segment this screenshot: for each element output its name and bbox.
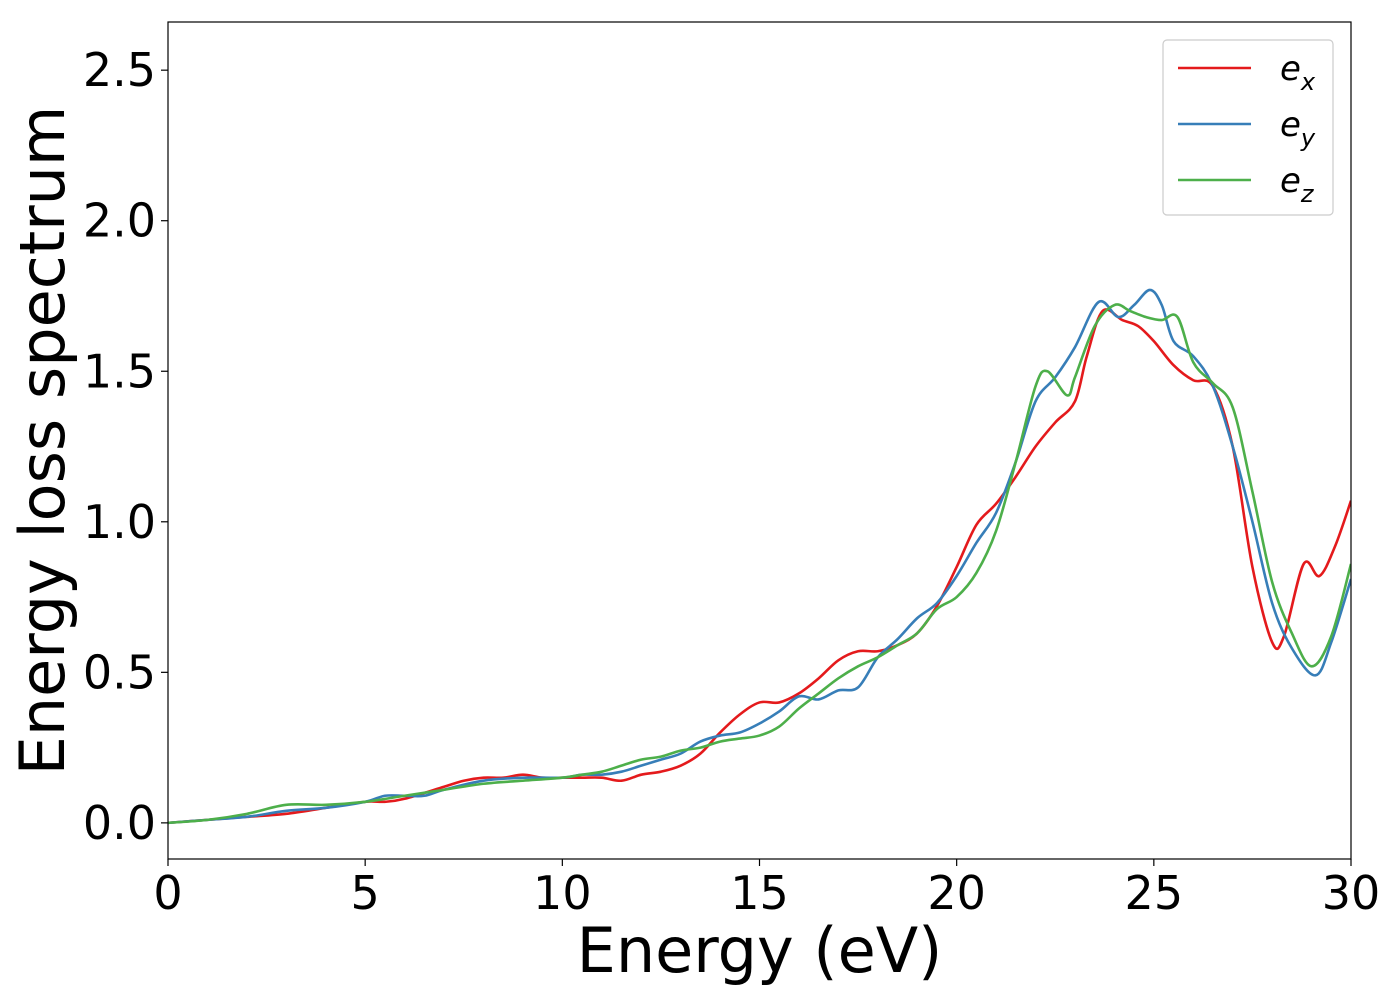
y-axis-ticks: 0.0 0.5 1.0 1.5 2.0 2.5 bbox=[83, 43, 168, 850]
y-tick-label: 2.5 bbox=[83, 43, 156, 97]
y-tick-label: 0.0 bbox=[83, 796, 156, 850]
legend: ex ey ez bbox=[1162, 39, 1334, 216]
series-line-e-y bbox=[168, 288, 1351, 825]
x-tick-label: 5 bbox=[351, 866, 380, 920]
y-tick-label: 1.0 bbox=[83, 495, 156, 549]
y-tick-label: 2.0 bbox=[83, 194, 156, 248]
x-tick-label: 0 bbox=[153, 866, 182, 920]
legend-label: ez bbox=[1280, 161, 1315, 208]
y-tick-label: 1.5 bbox=[83, 344, 156, 398]
legend-box bbox=[1162, 39, 1334, 216]
x-tick-label: 30 bbox=[1322, 866, 1381, 920]
x-tick-label: 25 bbox=[1125, 866, 1184, 920]
series-line-e-x bbox=[168, 308, 1351, 825]
series-layer bbox=[168, 288, 1351, 825]
x-tick-label: 10 bbox=[533, 866, 592, 920]
legend-label: ex bbox=[1280, 49, 1316, 96]
x-tick-label: 20 bbox=[927, 866, 986, 920]
y-tick-label: 0.5 bbox=[83, 645, 156, 699]
legend-label: ey bbox=[1280, 105, 1316, 152]
x-axis-label: Energy (eV) bbox=[577, 914, 943, 987]
series-line-e-z bbox=[168, 303, 1351, 825]
x-axis-ticks: 0 5 10 15 20 25 30 bbox=[153, 859, 1380, 920]
y-axis-label: Energy loss spectrum bbox=[6, 106, 79, 776]
x-tick-label: 15 bbox=[730, 866, 789, 920]
